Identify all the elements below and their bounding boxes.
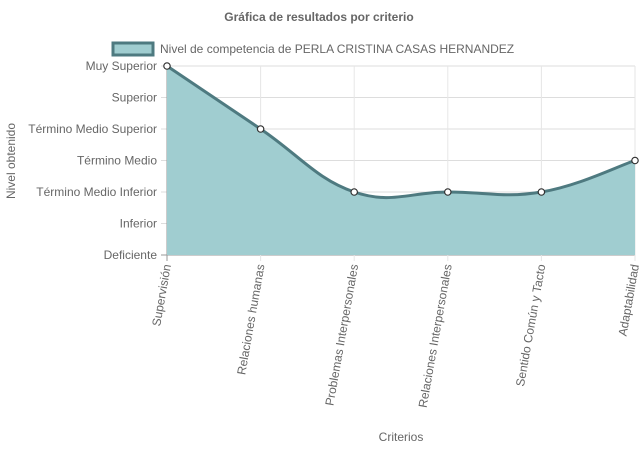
y-axis-label: Nivel obtenido xyxy=(4,123,18,199)
series-line xyxy=(166,64,636,200)
y-tick-label: Muy Superior xyxy=(86,59,157,73)
data-point[interactable] xyxy=(443,188,452,196)
y-tick-label: Superior xyxy=(112,91,157,105)
x-tick-label: Adaptabilidad xyxy=(616,263,639,337)
series-layer xyxy=(163,62,639,255)
y-tick-label: Deficiente xyxy=(104,248,158,262)
y-axis: Deficiente Inferior Término Medio Inferior… xyxy=(28,59,157,262)
x-tick-label: Sentido Común y Tacto xyxy=(513,263,548,388)
data-point[interactable] xyxy=(350,188,359,196)
series-area xyxy=(167,66,635,255)
x-axis: Supervisión Relaciones humanas Problemas I… xyxy=(149,263,639,409)
y-tick-label: Término Medio xyxy=(77,154,157,168)
y-tick-label: Inferior xyxy=(120,217,157,231)
data-point[interactable] xyxy=(631,156,639,165)
x-tick-label: Relaciones Interpersonales xyxy=(416,263,455,409)
data-point[interactable] xyxy=(537,188,546,196)
x-tick-label: Supervisión xyxy=(149,263,174,327)
data-point[interactable] xyxy=(256,125,265,133)
y-tick-label: Término Medio Inferior xyxy=(36,185,157,199)
legend-swatch xyxy=(111,41,155,57)
y-tick-label: Término Medio Superior xyxy=(28,122,157,136)
chart-title: Gráfica de resultados por criterio xyxy=(224,10,413,24)
x-tick-label: Relaciones humanas xyxy=(234,263,267,376)
data-point[interactable] xyxy=(163,62,171,70)
x-axis-label: Criterios xyxy=(379,430,424,444)
legend[interactable]: Nivel de competencia de PERLA CRISTINA C… xyxy=(111,41,514,57)
x-tick-label: Problemas Interpersonales xyxy=(322,263,361,407)
legend-label: Nivel de competencia de PERLA CRISTINA C… xyxy=(160,42,514,56)
